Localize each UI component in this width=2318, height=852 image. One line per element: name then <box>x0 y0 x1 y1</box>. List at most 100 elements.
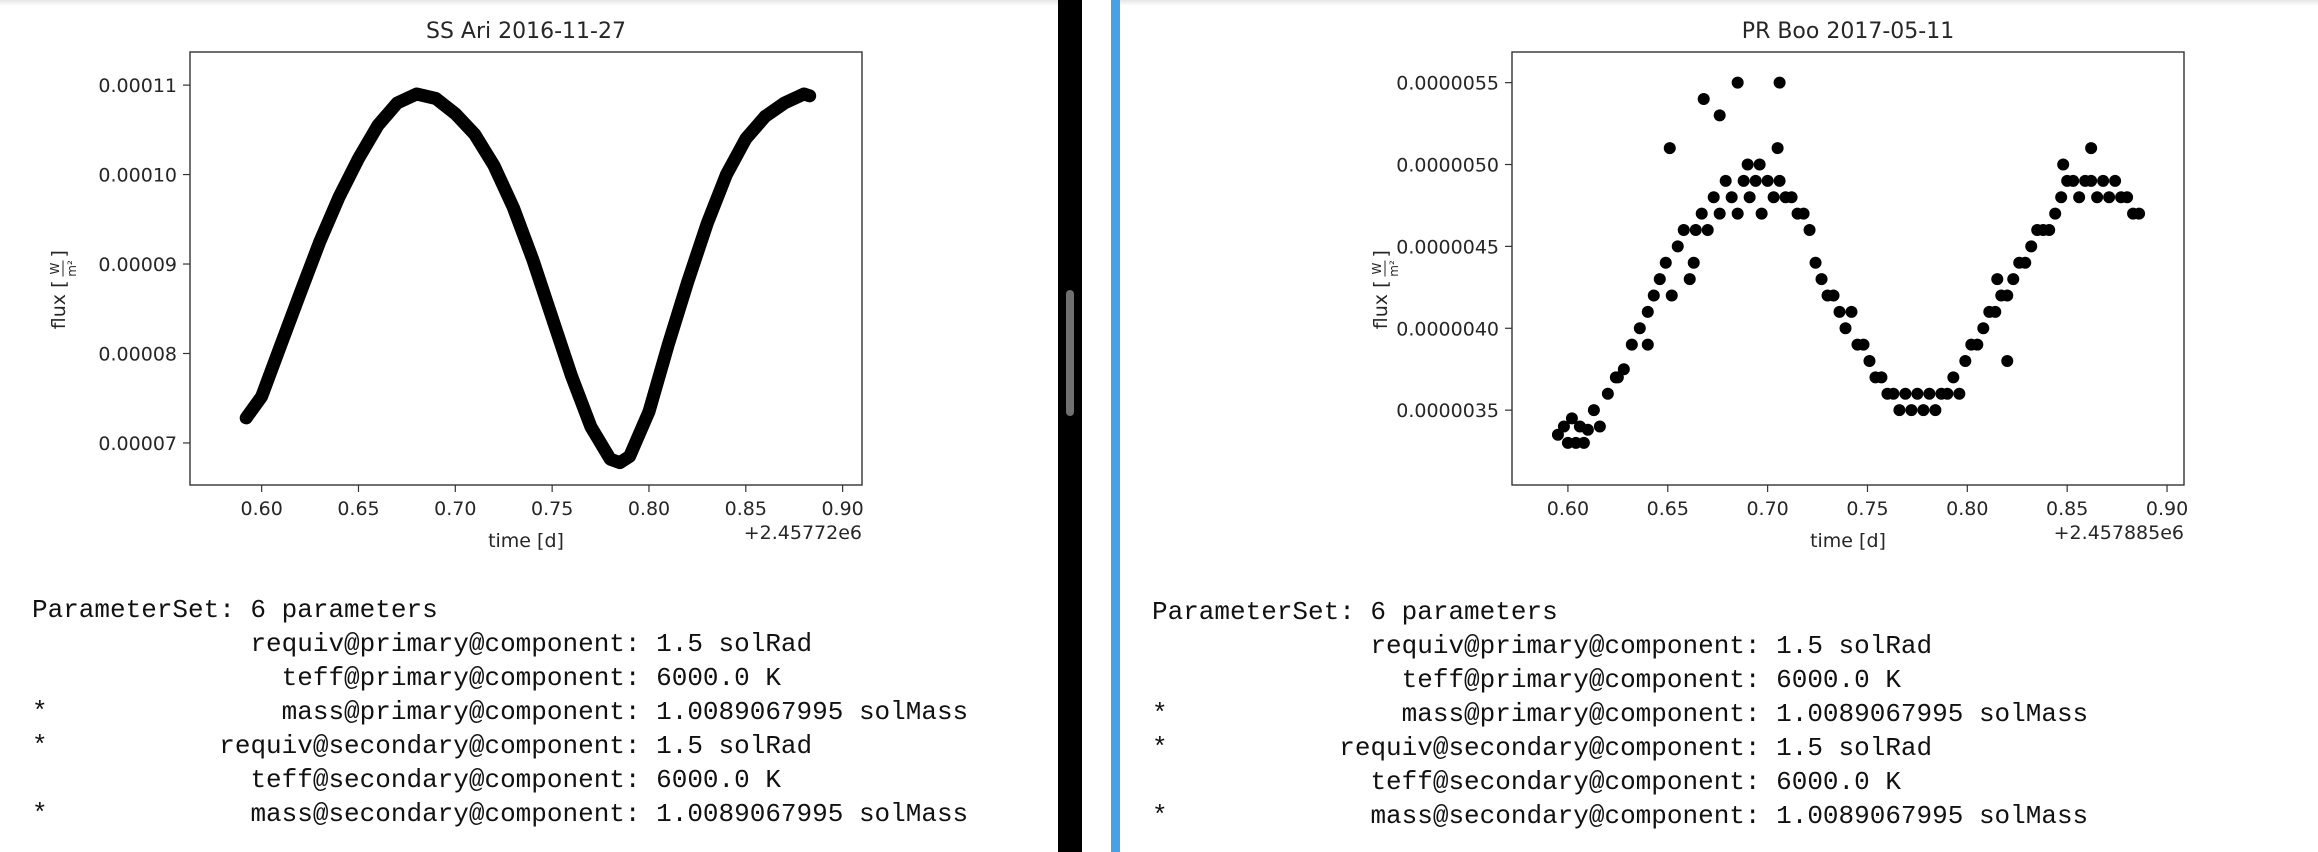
data-point <box>313 235 326 248</box>
scrollbar-thumb[interactable] <box>1066 290 1074 416</box>
x-tick-label: 0.80 <box>1946 498 1988 520</box>
parameter-row: requiv@primary@component: 1.5 solRad <box>32 627 968 661</box>
parameter-value: 6000.0 K <box>656 765 781 795</box>
data-point <box>2007 273 2020 286</box>
data-point <box>2121 191 2134 204</box>
y-axis-label-bracket: ] <box>1370 250 1392 257</box>
data-point <box>1771 142 1784 155</box>
data-point <box>1601 387 1614 400</box>
y-tick-label: 0.00009 <box>98 254 177 276</box>
x-tick-label: 0.70 <box>1746 498 1788 520</box>
data-point <box>1737 174 1750 187</box>
y-axis-label: flux [W m²] <box>1370 250 1401 329</box>
data-point <box>2049 207 2062 220</box>
data-point <box>2085 174 2098 187</box>
changed-marker <box>32 765 48 795</box>
data-point <box>2067 174 2080 187</box>
data-point <box>1581 423 1594 436</box>
parameter-set-header: ParameterSet: 6 parameters <box>32 595 438 625</box>
x-tick-label: 0.60 <box>240 498 282 520</box>
data-point <box>1687 256 1700 269</box>
data-point <box>1887 387 1900 400</box>
data-point <box>1953 387 1966 400</box>
data-point <box>803 89 816 102</box>
data-point <box>1725 191 1738 204</box>
top-shadow <box>1120 0 2318 6</box>
parameter-row: teff@secondary@component: 6000.0 K <box>1152 765 2088 799</box>
data-point <box>1557 420 1570 433</box>
data-point <box>1697 93 1710 106</box>
y-axis-label-text: flux [ <box>48 281 70 330</box>
parameter-row: * mass@secondary@component: 1.0089067995… <box>1152 799 2088 833</box>
data-point <box>2001 289 2014 302</box>
data-point <box>1671 240 1684 253</box>
data-point <box>565 369 578 382</box>
data-point <box>1905 404 1918 417</box>
parameter-value: 1.0089067995 solMass <box>656 697 969 727</box>
parameter-key: teff@primary@component: <box>1167 665 1777 695</box>
pane-divider[interactable] <box>1058 0 1082 852</box>
y-axis-label: flux [W m²] <box>48 250 79 329</box>
data-point <box>1971 338 1984 351</box>
changed-marker <box>32 663 48 693</box>
data-point <box>2073 191 2086 204</box>
parameter-key: mass@secondary@component: <box>47 799 657 829</box>
parameter-row: * requiv@secondary@component: 1.5 solRad <box>32 729 968 763</box>
data-point <box>1991 273 2004 286</box>
x-tick-label: 0.60 <box>1547 498 1589 520</box>
x-tick-label: 0.80 <box>628 498 670 520</box>
data-point <box>681 275 694 288</box>
y-tick-label: 0.0000050 <box>1396 155 1499 177</box>
data-point <box>1917 404 1930 417</box>
parameter-row: teff@secondary@component: 6000.0 K <box>32 763 968 797</box>
y-tick-label: 0.0000040 <box>1396 318 1499 340</box>
changed-marker: * <box>1152 801 1168 831</box>
data-point <box>488 159 501 172</box>
data-point <box>1677 224 1690 237</box>
parameter-key: requiv@primary@component: <box>47 629 657 659</box>
data-point <box>546 311 559 324</box>
data-point <box>1587 404 1600 417</box>
x-axis-label: time [d] <box>488 530 564 552</box>
data-point <box>662 338 675 351</box>
x-tick-label: 0.75 <box>1846 498 1888 520</box>
parameter-row: * mass@primary@component: 1.0089067995 s… <box>1152 697 2088 731</box>
data-point <box>701 217 714 230</box>
data-point <box>1625 338 1638 351</box>
data-point <box>1741 158 1754 171</box>
data-point <box>255 390 268 403</box>
parameter-key: mass@primary@component: <box>47 697 657 727</box>
data-point <box>2055 191 2068 204</box>
data-point <box>2097 174 2110 187</box>
data-point <box>1929 404 1942 417</box>
data-point <box>2001 355 2014 368</box>
y-axis-unit-denominator: m² <box>1387 260 1401 277</box>
data-point <box>720 168 733 181</box>
data-point <box>759 110 772 123</box>
data-point <box>1713 207 1726 220</box>
data-point <box>1767 191 1780 204</box>
data-point <box>604 453 617 466</box>
data-point <box>1719 174 1732 187</box>
data-point <box>468 128 481 141</box>
changed-marker: * <box>1152 699 1168 729</box>
x-tick-label: 0.90 <box>2146 498 2188 520</box>
parameter-row: * mass@primary@component: 1.0089067995 s… <box>32 695 968 729</box>
data-point <box>2057 158 2070 171</box>
data-point <box>1899 387 1912 400</box>
data-point <box>2025 240 2038 253</box>
data-point <box>1665 289 1678 302</box>
data-point <box>1809 256 1822 269</box>
data-point <box>623 450 636 463</box>
changed-marker <box>1152 631 1168 661</box>
data-point <box>1785 191 1798 204</box>
data-point <box>1833 305 1846 318</box>
notebook-output-left: SS Ari 2016-11-27 0.60 0.65 0.70 0.75 0.80 0.8… <box>0 0 1058 852</box>
plot-frame <box>1511 51 2185 486</box>
parameter-row: teff@primary@component: 6000.0 K <box>32 661 968 695</box>
data-point <box>1641 338 1654 351</box>
plot-frame <box>189 51 863 486</box>
parameter-set-output-right: ParameterSet: 6 parameters requiv@primar… <box>1152 595 2088 833</box>
parameter-key: requiv@primary@component: <box>1167 631 1777 661</box>
data-point <box>1845 305 1858 318</box>
